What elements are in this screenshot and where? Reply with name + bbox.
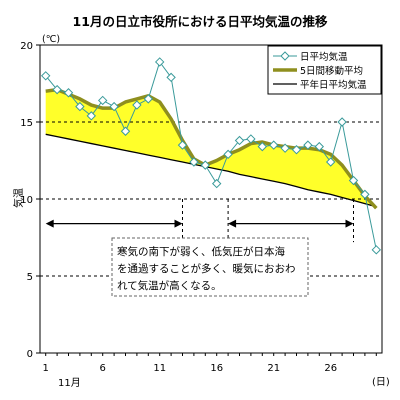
normal-temperature-line: [45, 133, 377, 208]
arrow-head-left-0: [45, 219, 54, 228]
daily-point-18: [234, 135, 245, 146]
y-tick-label-15: 15: [20, 118, 33, 129]
x-axis-ticks: 1 6 11 16 21 26: [43, 353, 377, 374]
arrow-head-right-0: [174, 219, 183, 228]
x-tick-label-1: 1: [43, 363, 49, 374]
daily-point-2: [52, 84, 62, 95]
legend: 日平均気温 5日間移動平均 平年日平均気温: [267, 45, 382, 95]
annotation-line-2: を通過することが多く、暖気におおわ: [117, 262, 296, 275]
daily-point-14: [189, 157, 199, 167]
daily-point-15: [200, 160, 211, 170]
y-axis-ticks: 0 5 10 15 20: [20, 41, 40, 360]
daily-point-8: [120, 126, 131, 136]
arrow-head-right-1: [345, 219, 354, 228]
daily-point-7: [109, 101, 119, 112]
y-axis-label: 気温: [12, 188, 25, 208]
daily-point-13: [177, 140, 188, 150]
plot-area: [40, 57, 382, 277]
x-tick-label-11: 11: [153, 363, 166, 374]
daily-point-3: [63, 88, 74, 98]
daily-point-17: [223, 149, 233, 160]
x-tick-label-21: 21: [267, 363, 280, 374]
x-tick-label-6: 6: [100, 363, 106, 374]
chart-title: 11月の日立市役所における日平均気温の推移: [73, 14, 328, 29]
legend-ma-label: 5日間移動平均: [300, 65, 363, 77]
daily-point-24: [303, 140, 313, 150]
daily-point-23: [291, 145, 302, 155]
daily-point-28: [348, 175, 359, 186]
daily-point-6: [97, 95, 108, 106]
moving-average-line: [45, 87, 378, 210]
daily-point-29: [360, 189, 370, 200]
daily-point-30: [371, 245, 382, 255]
legend-normal-label: 平年日平均気温: [300, 79, 367, 91]
legend-daily-marker: [280, 51, 290, 61]
x-tick-label-26: 26: [324, 363, 337, 374]
daily-point-4: [75, 101, 85, 112]
legend-daily-label: 日平均気温: [300, 51, 348, 63]
daily-point-25: [314, 141, 325, 152]
daily-point-5: [86, 111, 97, 121]
daily-point-1: [40, 71, 51, 81]
x-unit-label: (日): [372, 377, 390, 388]
daily-point-10: [143, 94, 154, 104]
annotation-line-1: 寒気の南下が弱く、低気圧が日本海: [117, 245, 285, 258]
x-month-label: 11月: [58, 377, 81, 389]
arrow-head-left-1: [228, 219, 237, 228]
annotation-line-3: れて気温が高くなる。: [117, 279, 222, 292]
y-tick-label-0: 0: [27, 349, 33, 360]
daily-point-12: [166, 72, 176, 83]
daily-point-21: [268, 140, 279, 150]
y-tick-label-5: 5: [27, 272, 33, 283]
daily-point-11: [154, 57, 165, 67]
daily-point-22: [280, 143, 290, 153]
annotation-box: [111, 237, 309, 297]
y-tick-label-10: 10: [20, 195, 33, 206]
period-arrows: [45, 219, 354, 228]
y-tick-label-20: 20: [20, 41, 33, 52]
daily-point-19: [246, 134, 256, 144]
daily-point-16: [211, 178, 222, 189]
x-tick-label-16: 16: [210, 363, 223, 374]
warm-anomaly-fill: [45, 89, 377, 209]
daily-point-9: [132, 100, 142, 110]
daily-point-26: [325, 157, 336, 167]
daily-temperature-points: [40, 57, 382, 255]
y-unit-label: (℃): [42, 34, 60, 45]
annotation: 寒気の南下が弱く、低気圧が日本海 を通過することが多く、暖気におおわ れて気温が…: [111, 237, 309, 297]
period-boundary-lines: [182, 199, 354, 243]
daily-point-27: [337, 117, 347, 127]
daily-point-20: [257, 141, 268, 152]
